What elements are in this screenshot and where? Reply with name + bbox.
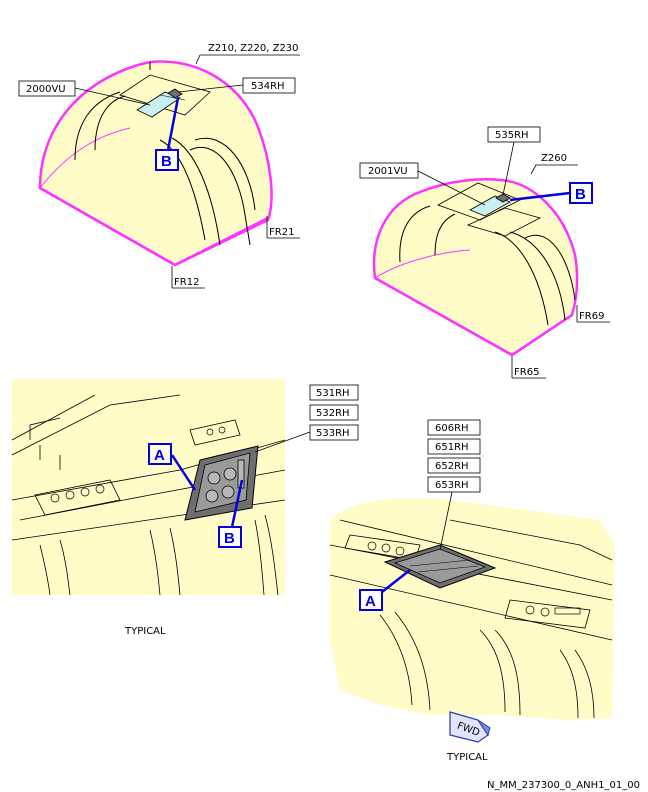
frame-label-fr21: FR21	[269, 227, 294, 238]
drawing-reference: N_MM_237300_0_ANH1_01_00	[487, 780, 640, 791]
callout-a-left	[148, 443, 172, 465]
part-label-653rh: 653RH	[435, 480, 469, 491]
part-label-652rh: 652RH	[435, 461, 469, 472]
caption-typical-right: TYPICAL	[446, 752, 488, 763]
callout-a-right-letter: A	[365, 593, 376, 610]
caption-typical-left: TYPICAL	[124, 626, 166, 637]
zone-label-z260: Z260	[541, 153, 567, 164]
callout-a-left-letter: A	[154, 447, 165, 464]
panel-2000vu	[136, 91, 181, 118]
part-label-651rh: 651RH	[435, 442, 469, 453]
callout-b-left-letter: B	[224, 530, 235, 547]
callout-b-fwd-letter: B	[161, 153, 172, 170]
part-label-534rh: 534RH	[251, 81, 285, 92]
callout-b-aft-letter: B	[575, 186, 586, 203]
panel-label-2000vu: 2000VU	[26, 84, 66, 95]
part-label-533rh: 533RH	[316, 428, 350, 439]
zone-label-fwd: Z210, Z220, Z230	[208, 43, 299, 54]
part-label-532rh: 532RH	[316, 408, 350, 419]
part-534rh	[167, 88, 183, 99]
panel-2001vu	[469, 195, 511, 217]
detail-view-left	[11, 379, 286, 596]
frame-label-fr12: FR12	[174, 277, 199, 288]
callout-b-left	[218, 526, 242, 548]
part-label-535rh: 535RH	[495, 130, 529, 141]
forward-arrow-icon: FWD	[449, 711, 491, 743]
frame-label-fr69: FR69	[579, 311, 604, 322]
detail-view-right	[329, 498, 615, 720]
callout-b-fwd	[155, 149, 179, 171]
part-label-606rh: 606RH	[435, 423, 469, 434]
detail-right-background	[330, 498, 615, 720]
fuselage-aft-shell	[372, 178, 579, 357]
part-label-531rh: 531RH	[316, 388, 350, 399]
callout-b-aft	[569, 182, 593, 204]
part-535rh	[495, 193, 511, 203]
panel-label-2001vu: 2001VU	[368, 166, 408, 177]
frame-label-fr65: FR65	[514, 367, 539, 378]
callout-a-right	[359, 589, 383, 611]
fuselage-section-aft	[372, 178, 579, 357]
